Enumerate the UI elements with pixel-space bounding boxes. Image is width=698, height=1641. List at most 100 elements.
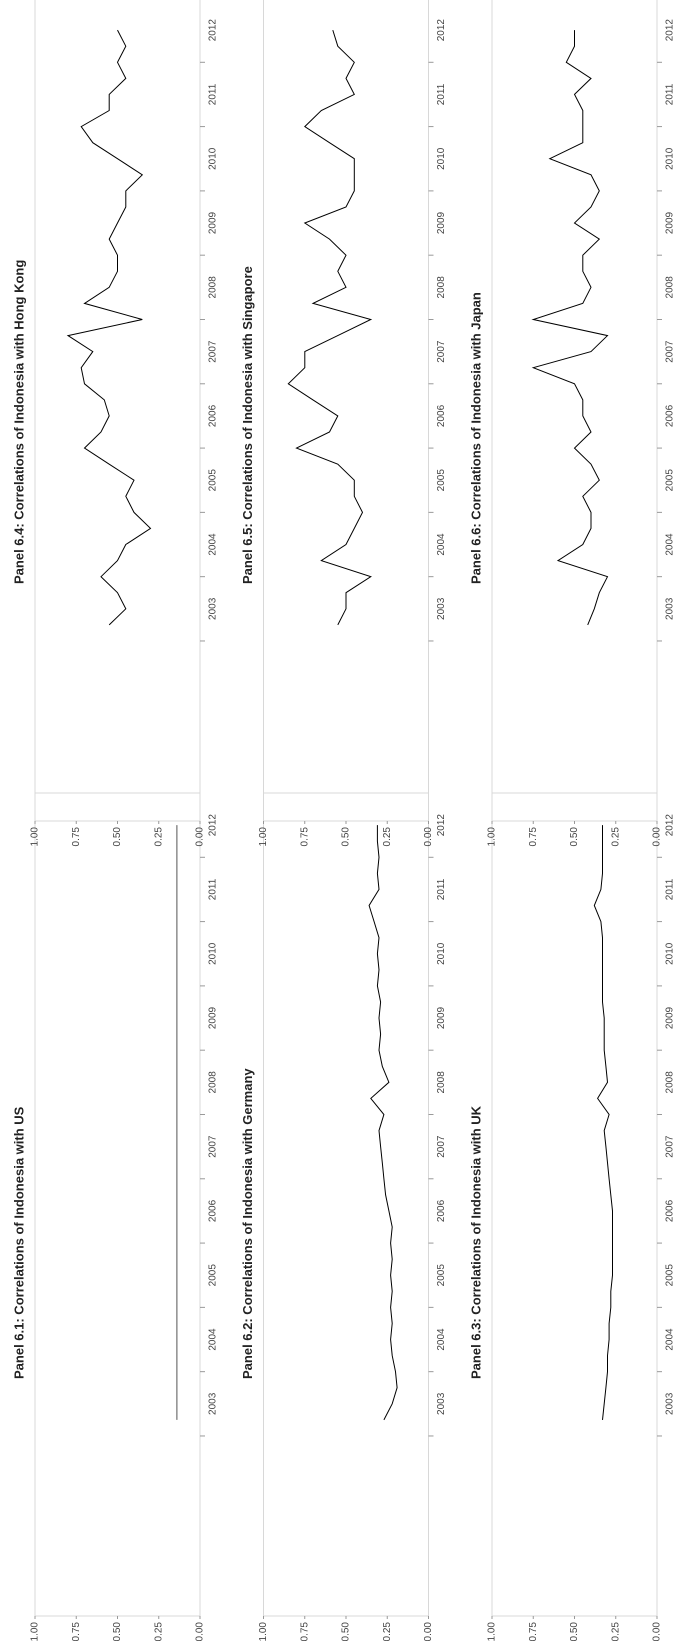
x-tick-label: 2003 [665,1392,676,1415]
x-tick-label: 2011 [665,83,676,105]
plot-frame [263,792,429,1617]
y-tick-label: 0.50 [341,827,352,847]
y-tick-label: 0.25 [153,1622,164,1641]
x-tick-label: 2006 [208,1199,219,1222]
x-tick-label: 2010 [208,942,219,965]
y-tick-label: 0.25 [382,1622,393,1641]
x-tick-label: 2004 [436,1328,447,1351]
x-tick-label: 2005 [665,1264,676,1287]
x-tick-label: 2008 [665,276,676,299]
x-tick-label: 2005 [208,469,219,492]
data-line [368,825,398,1421]
plot-frame [34,0,201,822]
y-tick-label: 0.25 [382,827,393,847]
x-tick-label: 2004 [208,1328,219,1351]
chart-title: Panel 6.6: Correlations of Indonesia wit… [468,292,483,584]
x-tick-label: 2010 [436,942,447,965]
data-line [531,30,609,626]
y-tick-label: 0.50 [112,1622,123,1641]
y-tick-label: 0.00 [652,1622,663,1641]
chart-title: Panel 6.3: Correlations of Indonesia wit… [468,1105,483,1379]
chart-title: Panel 6.4: Correlations of Indonesia wit… [11,260,26,584]
y-tick-label: 0.75 [71,1622,82,1641]
x-tick-label: 2007 [208,340,219,363]
data-line [66,29,152,626]
x-tick-label: 2010 [665,942,676,965]
x-tick-label: 2011 [208,878,219,900]
y-tick-label: 0.50 [569,827,580,847]
x-tick-label: 2009 [436,1006,447,1029]
x-tick-label: 2005 [436,1264,447,1287]
y-tick-label: 0.75 [528,1622,539,1641]
x-tick-label: 2008 [436,1071,447,1094]
y-tick-label: 0.75 [299,827,310,847]
chart-title: Panel 6.5: Correlations of Indonesia wit… [240,266,255,584]
x-tick-label: 2012 [436,19,447,42]
x-tick-label: 2010 [436,147,447,170]
x-tick-label: 2008 [208,1071,219,1094]
x-tick-label: 2012 [208,814,219,837]
x-tick-label: 2011 [665,878,676,900]
x-tick-label: 2006 [436,404,447,427]
x-tick-label: 2003 [436,597,447,620]
x-tick-label: 2009 [665,1006,676,1029]
x-tick-label: 2009 [208,1006,219,1029]
data-line [287,29,373,626]
x-tick-label: 2007 [436,340,447,363]
x-tick-label: 2003 [436,1392,447,1415]
x-tick-label: 2006 [665,1199,676,1222]
x-tick-label: 2004 [436,533,447,556]
x-tick-label: 2011 [436,878,447,900]
x-tick-label: 2012 [208,19,219,42]
y-tick-label: 0.25 [153,827,164,847]
y-tick-label: 0.25 [610,1622,621,1641]
y-tick-label: 0.00 [423,1622,434,1641]
x-tick-label: 2006 [665,404,676,427]
y-tick-label: 0.50 [112,827,123,847]
y-tick-label: 1.00 [30,827,41,847]
x-tick-label: 2012 [436,814,447,837]
y-tick-label: 0.75 [299,1622,310,1641]
x-tick-label: 2008 [208,276,219,299]
x-tick-label: 2005 [208,1264,219,1287]
x-tick-label: 2004 [665,533,676,556]
chart-title: Panel 6.1: Correlations of Indonesia wit… [11,1106,26,1379]
x-tick-label: 2009 [665,211,676,234]
y-tick-label: 1.00 [258,827,269,847]
plot-frame [34,792,201,1617]
x-tick-label: 2007 [665,340,676,363]
x-tick-label: 2008 [665,1071,676,1094]
data-line [593,825,613,1420]
y-tick-label: 1.00 [487,827,498,847]
x-tick-label: 2009 [208,211,219,234]
y-tick-label: 0.00 [195,1622,206,1641]
x-tick-label: 2004 [208,533,219,556]
x-tick-label: 2004 [665,1328,676,1351]
x-tick-label: 2005 [436,469,447,492]
y-tick-label: 0.00 [652,827,663,847]
x-tick-label: 2003 [665,597,676,620]
x-tick-label: 2008 [436,276,447,299]
plot-frame [263,0,429,822]
x-tick-label: 2012 [665,814,676,837]
y-tick-label: 0.25 [610,827,621,847]
x-tick-label: 2010 [208,147,219,170]
plot-frame [491,792,658,1617]
x-tick-label: 2007 [436,1135,447,1158]
y-tick-label: 0.50 [569,1622,580,1641]
y-tick-label: 0.00 [195,827,206,847]
x-tick-label: 2003 [208,1392,219,1415]
x-tick-label: 2003 [208,597,219,620]
y-tick-label: 0.00 [423,827,434,847]
x-tick-label: 2010 [665,147,676,170]
x-tick-label: 2012 [665,19,676,42]
rotated-layout: Panel 6.1: Correlations of Indonesia wit… [11,0,676,1641]
x-tick-label: 2011 [208,83,219,105]
y-tick-label: 0.75 [71,827,82,847]
y-tick-label: 0.75 [528,827,539,847]
x-tick-label: 2007 [665,1135,676,1158]
x-tick-label: 2006 [208,404,219,427]
x-tick-label: 2011 [436,83,447,105]
